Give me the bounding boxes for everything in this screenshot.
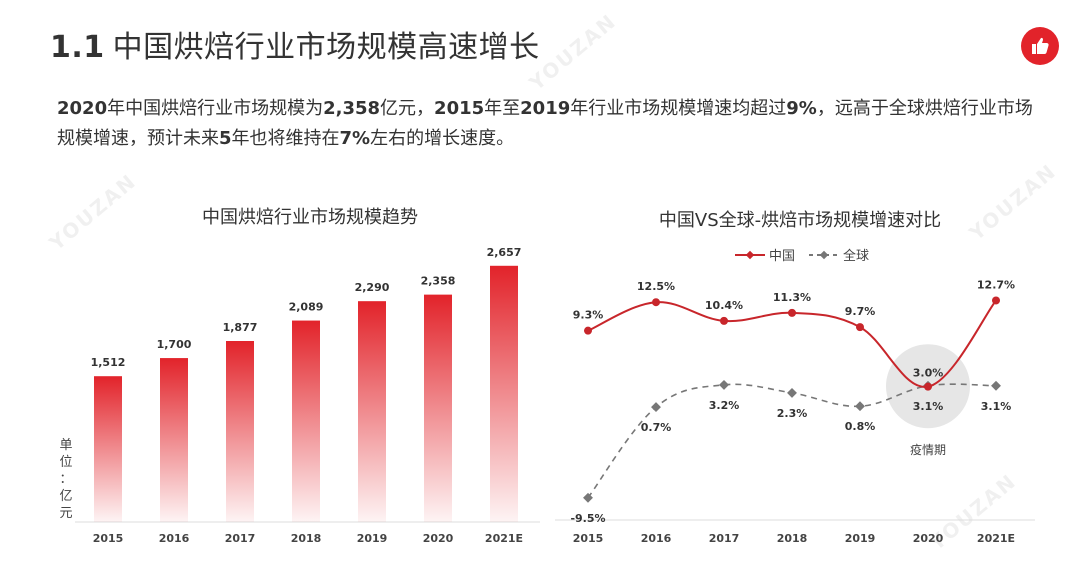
intro-text: 2,358 — [323, 98, 381, 119]
annotation-label: 疫情期 — [910, 442, 946, 457]
bar — [226, 341, 254, 522]
x-tick-label: 2015 — [93, 532, 124, 545]
data-label: 12.5% — [637, 280, 675, 293]
intro-text: 年行业市场规模增速均超过 — [570, 98, 787, 119]
intro-text: ，远高于全球烘焙行业市场规模增速，预计未来 — [57, 98, 1033, 149]
x-tick-label: 2018 — [291, 532, 322, 545]
data-point — [720, 316, 728, 325]
legend-item-global: 全球 — [809, 245, 869, 264]
data-label: 3.0% — [913, 367, 944, 380]
intro-text: 亿元， — [380, 98, 435, 119]
bar-value-label: 2,657 — [487, 246, 522, 259]
data-point — [652, 298, 660, 307]
bar-chart-title: 中国烘焙行业市场规模趋势 — [202, 207, 418, 228]
legend-label: 中国 — [769, 249, 796, 264]
data-point — [992, 296, 1000, 305]
legend-item-china: 中国 — [735, 245, 795, 264]
legend-line-dashed-icon — [809, 250, 840, 259]
thumbs-up-icon — [1032, 37, 1049, 54]
unit-char: 亿 — [59, 489, 73, 504]
intro-text: 年中国烘焙行业市场规模为 — [107, 98, 324, 119]
bar-value-label: 1,512 — [91, 356, 126, 369]
data-point — [651, 402, 661, 413]
data-label: 0.7% — [641, 421, 672, 434]
bar — [292, 320, 320, 522]
data-point — [788, 308, 796, 317]
bar-value-label: 1,877 — [223, 321, 258, 334]
bar — [160, 358, 188, 522]
unit-char: 单 — [59, 438, 73, 453]
bar-chart: 1,512 2015 1,700 2016 1,877 2017 2,089 2018 2,29… — [75, 246, 540, 545]
data-point — [855, 401, 865, 412]
bar-value-label: 1,700 — [157, 338, 192, 351]
data-label: 11.3% — [773, 291, 811, 304]
data-point — [719, 379, 729, 390]
data-point — [787, 387, 797, 398]
x-tick-label: 2020 — [423, 532, 454, 545]
data-point — [584, 326, 592, 335]
data-point — [856, 323, 864, 332]
data-label: 3.1% — [981, 400, 1012, 413]
data-point — [924, 382, 932, 391]
section-number: 1.1 — [50, 30, 105, 65]
x-tick-label: 2015 — [573, 532, 604, 545]
x-tick-label: 2019 — [357, 532, 388, 545]
data-label: 0.8% — [845, 420, 876, 433]
unit-char: 元 — [59, 506, 73, 521]
bar — [424, 294, 452, 522]
data-label: 12.7% — [977, 278, 1015, 291]
bar-value-label: 2,358 — [421, 275, 456, 288]
intro-text: 2020 — [57, 98, 108, 119]
intro-text: 2019 — [520, 98, 571, 119]
x-tick-label: 2021E — [485, 532, 523, 545]
data-label: -9.5% — [570, 512, 605, 525]
intro-text: 9% — [786, 98, 817, 119]
bar — [94, 376, 122, 522]
intro-text: 2015 — [434, 98, 485, 119]
x-tick-label: 2019 — [845, 532, 876, 545]
intro-text: 左右的增长速度。 — [370, 128, 515, 149]
x-tick-label: 2016 — [159, 532, 190, 545]
data-label: 9.3% — [573, 309, 604, 322]
line-chart: 疫情期 -9.5% 0.7% 3.2% 2.3% 0.8% 3.1% 3.1% 9.3% 12.5… — [555, 278, 1035, 545]
x-tick-label: 2020 — [913, 532, 944, 545]
line-chart-title: 中国VS全球-烘焙市场规模增速对比 — [658, 210, 942, 231]
watermark: YOUZAN — [964, 158, 1062, 246]
data-point — [991, 380, 1001, 391]
intro-paragraph: 2020年中国烘焙行业市场规模为2,358亿元，2015年至2019年行业市场规… — [57, 94, 1047, 154]
x-tick-label: 2016 — [641, 532, 672, 545]
data-label: 2.3% — [777, 407, 808, 420]
page-title: 1.1 中国烘焙行业市场规模高速增长 — [50, 22, 540, 66]
data-label: 10.4% — [705, 299, 743, 312]
unit-label: 单位 ： 亿元 — [58, 437, 74, 522]
x-tick-label: 2017 — [709, 532, 740, 545]
bar-value-label: 2,089 — [289, 301, 324, 314]
data-label: 3.1% — [913, 400, 944, 413]
legend-line-solid-icon — [735, 250, 765, 259]
chart-legend: 中国 全球 — [735, 245, 883, 264]
data-label: 9.7% — [845, 305, 876, 318]
x-tick-label: 2018 — [777, 532, 808, 545]
bar — [490, 265, 518, 522]
intro-text: 7% — [339, 128, 371, 149]
intro-text: 年也将维持在 — [231, 128, 340, 149]
unit-char: ： — [59, 472, 73, 487]
intro-text: 5 — [219, 128, 232, 149]
x-tick-label: 2017 — [225, 532, 256, 545]
bar-value-label: 2,290 — [355, 281, 390, 294]
data-label: 3.2% — [709, 399, 740, 412]
x-tick-label: 2021E — [977, 532, 1015, 545]
bar — [358, 301, 386, 522]
intro-text: 年至 — [484, 98, 521, 119]
data-point — [583, 492, 593, 503]
brand-logo — [1021, 27, 1059, 65]
unit-char: 位 — [59, 455, 73, 470]
title-text: 中国烘焙行业市场规模高速增长 — [112, 30, 540, 65]
legend-label: 全球 — [843, 249, 870, 264]
